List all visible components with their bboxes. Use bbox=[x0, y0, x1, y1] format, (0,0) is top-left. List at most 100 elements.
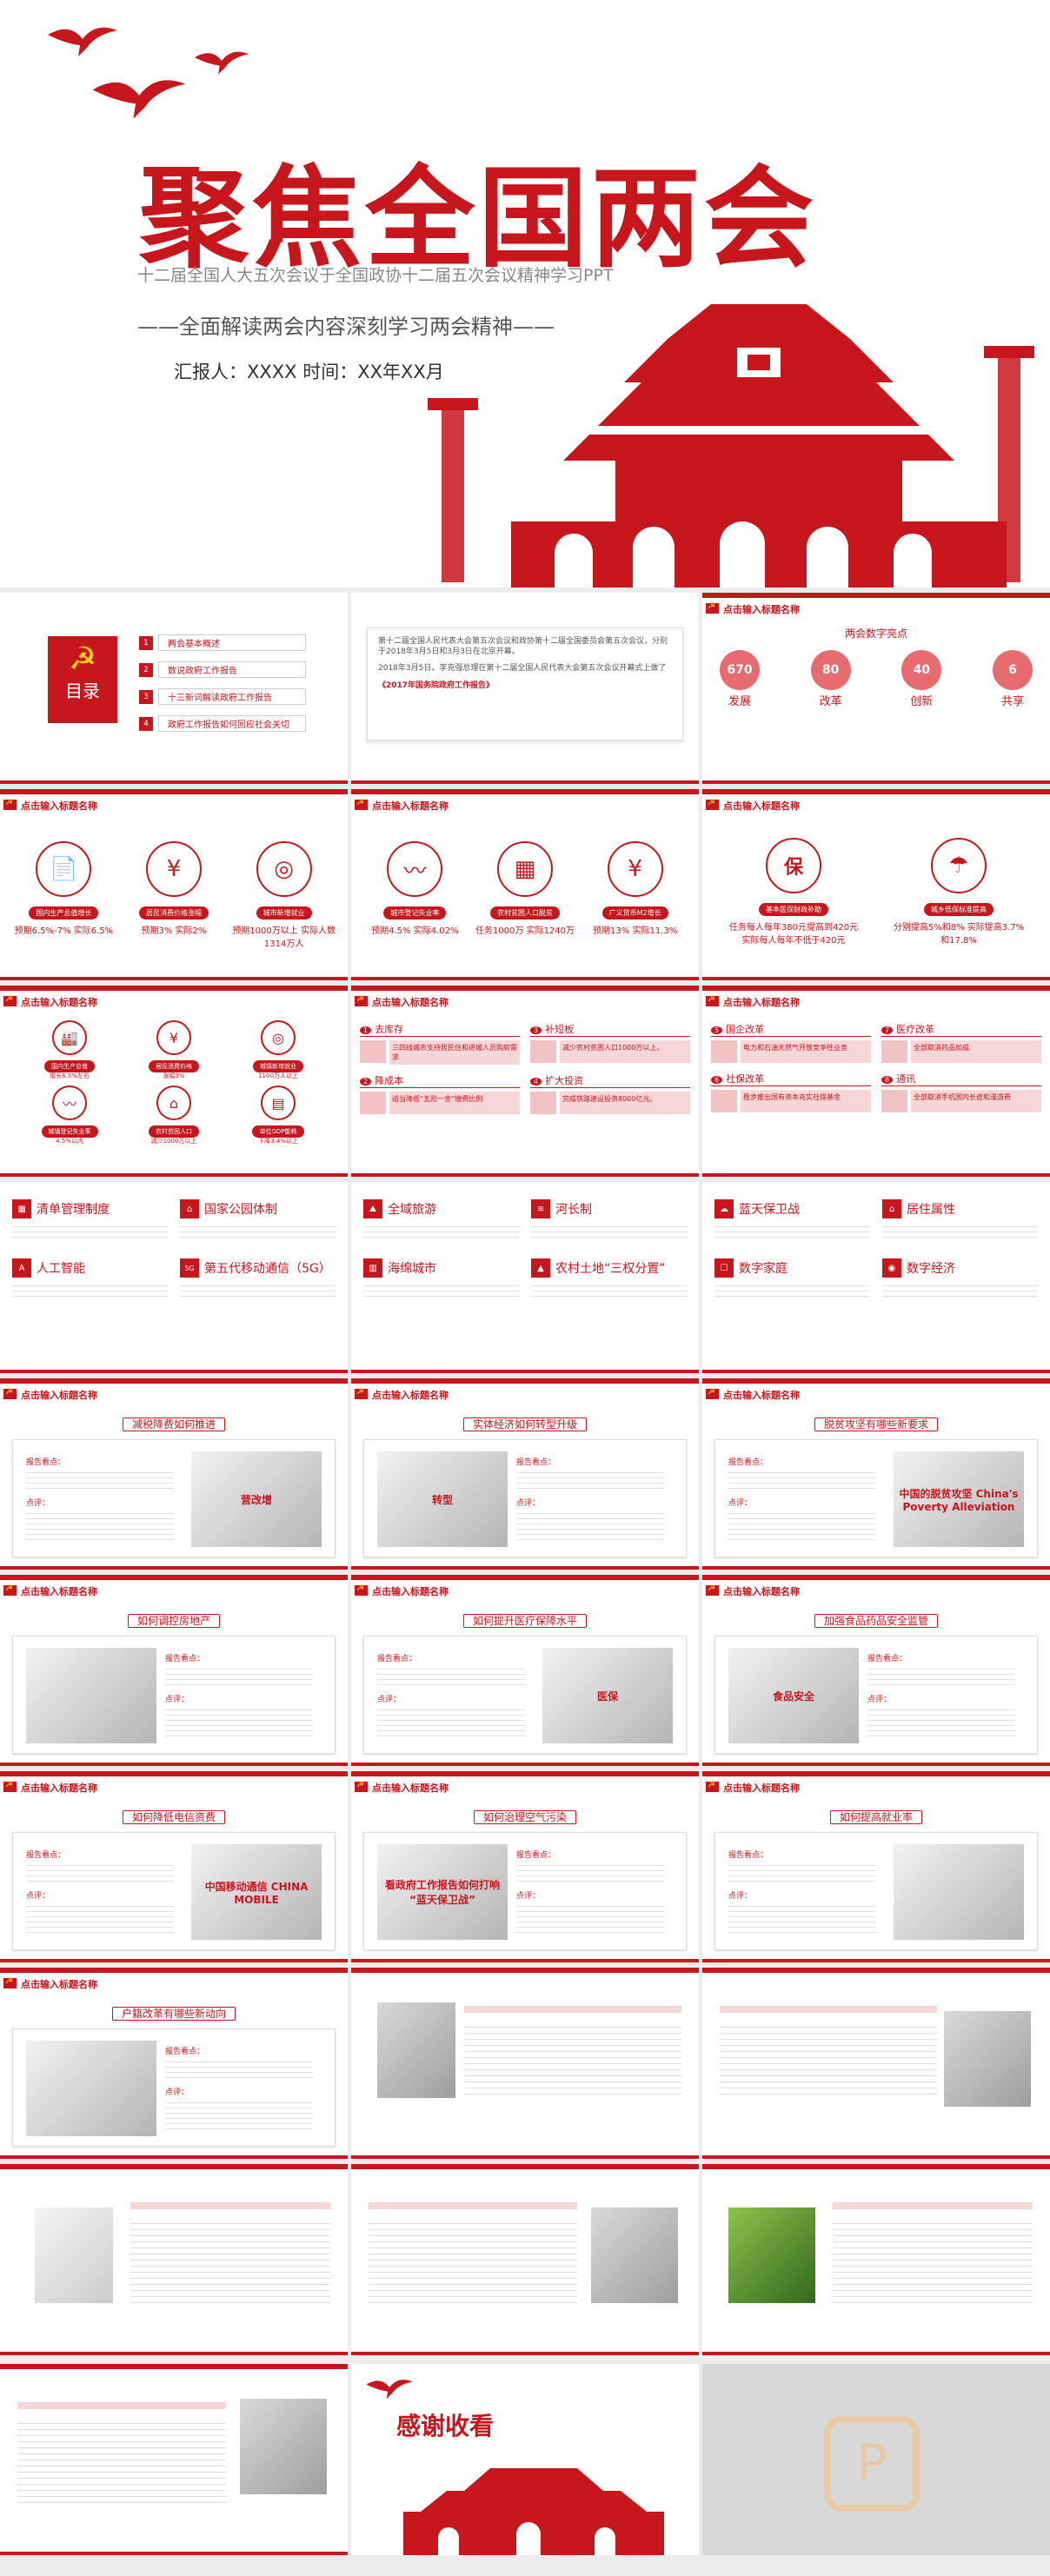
flag-icon bbox=[706, 1780, 719, 1792]
toc-item-text: 两会基本概述 bbox=[158, 634, 306, 651]
task-text: 全部取消药品加成 bbox=[911, 1040, 1041, 1063]
task-text: 适当降低“五险一金”缴费比例 bbox=[389, 1092, 520, 1114]
task-title: 降成本 bbox=[375, 1075, 404, 1086]
pulse-icon: 〰 bbox=[52, 1086, 87, 1121]
toc-item[interactable]: 1 两会基本概述 bbox=[139, 634, 306, 651]
term-grid: ⛰ 全域旅游 ≋ 河长制 ▥ 海绵城市 ▲ 农村土地“三权分置” bbox=[363, 1199, 687, 1300]
topic-card bbox=[12, 1636, 336, 1754]
topic-point-label: 报告看点： bbox=[26, 1851, 66, 1860]
stat-pill: 国内生产总值增长 bbox=[29, 906, 99, 920]
topic-point-label: 报告看点： bbox=[728, 1851, 768, 1860]
slide-footer-bar bbox=[702, 1566, 1050, 1570]
task-number: 7 bbox=[881, 1026, 894, 1034]
slide-article[interactable] bbox=[0, 2364, 348, 2555]
stat-item: 〰城市登记失业率 预期4.5% 实际4.02% bbox=[362, 841, 467, 936]
toc-item[interactable]: 2 数说政府工作报告 bbox=[139, 661, 306, 678]
task-item: 1 去库存 三四线城市支持居民住和进城人员购房需求 bbox=[360, 1022, 520, 1065]
slide-top-bar bbox=[351, 1771, 699, 1776]
term-item: ⌂ 居住属性 bbox=[882, 1199, 1038, 1241]
slide-article[interactable] bbox=[702, 1968, 1050, 2159]
slide-terms-a[interactable]: ▦ 清单管理制度 ⌂ 国家公园体制 A 人工智能 5G 第五代移动通信（5G） bbox=[0, 1182, 348, 1373]
target-icon: ◎ bbox=[256, 841, 312, 897]
flag-icon bbox=[355, 1780, 368, 1792]
topic-comment-label: 点评： bbox=[26, 1892, 50, 1901]
slide-terms-b[interactable]: ⛰ 全域旅游 ≋ 河长制 ▥ 海绵城市 ▲ 农村土地“三权分置” bbox=[351, 1182, 699, 1373]
toc-item[interactable]: 3 十三新词解读政府工作报告 bbox=[139, 688, 306, 705]
slide-article[interactable] bbox=[0, 2164, 348, 2355]
slide-header: 点击输入标题名称 bbox=[351, 1387, 699, 1406]
topic-comment-label: 点评： bbox=[728, 1892, 753, 1901]
task-number: 1 bbox=[360, 1026, 372, 1034]
task-item: 6 社保改革 稳步推出国有资本充实社保基金 bbox=[711, 1072, 871, 1112]
slide-intro[interactable]: 第十二届全国人民代表大会第五次会议和政协第十二届全国委员会第五次会议，分别于20… bbox=[351, 593, 699, 784]
flag-icon bbox=[355, 798, 368, 810]
slide-footer-bar bbox=[351, 1370, 699, 1373]
task-item: 5 国企改革 电力和石油天然气开放竞争性业务 bbox=[711, 1022, 871, 1063]
slide-closing[interactable]: 感谢收看 bbox=[351, 2364, 699, 2555]
slide-article[interactable] bbox=[351, 1968, 699, 2159]
keyword-item: 40 创新 bbox=[901, 650, 942, 708]
topic-comment-label: 点评： bbox=[516, 1892, 541, 1901]
slide-top-bar bbox=[702, 2164, 1050, 2169]
slide-footer-bar bbox=[0, 1173, 348, 1177]
slide-header-text: 点击输入标题名称 bbox=[723, 997, 800, 1008]
slide-footer-bar bbox=[0, 1566, 348, 1570]
term-description bbox=[882, 1281, 1038, 1300]
keyword-label: 共享 bbox=[1000, 695, 1024, 708]
slide-header: 点击输入标题名称 bbox=[0, 1387, 348, 1406]
cover-reporter-line: 汇报人：XXXX 时间：XX年XX月 bbox=[174, 362, 444, 382]
topic-text: 报告看点： 点评： bbox=[165, 1648, 313, 1740]
slide-toc[interactable]: ☭ 目录 1 两会基本概述 2 数说政府工作报告 3 十三新词解读政府工作报告 4 政府… bbox=[0, 593, 348, 784]
term-description bbox=[882, 1222, 1038, 1241]
topic-image: 食品安全 bbox=[728, 1648, 859, 1743]
topic-title-wrap: 如何提升医疗保障水平 bbox=[351, 1613, 699, 1628]
slide-header-text: 点击输入标题名称 bbox=[723, 1390, 800, 1401]
5g-icon: 5G bbox=[180, 1258, 199, 1278]
topic-comment-body bbox=[516, 1509, 664, 1544]
task-text: 完成铁路建设投资8000亿元。 bbox=[560, 1092, 690, 1114]
task-number: 8 bbox=[881, 1076, 894, 1084]
toc-item-number: 4 bbox=[139, 716, 153, 731]
slide-top-bar bbox=[351, 986, 699, 991]
slide-article[interactable] bbox=[702, 2164, 1050, 2355]
slide-footer-bar bbox=[351, 2352, 699, 2355]
dove-icon bbox=[48, 27, 117, 57]
topic-title-wrap: 减税降费如何推进 bbox=[0, 1417, 348, 1431]
task-text: 减少农村贫困人口1000万以上。 bbox=[560, 1040, 690, 1063]
slide-top-bar bbox=[0, 986, 348, 991]
article-photo bbox=[240, 2399, 327, 2494]
term-title: 国家公园体制 bbox=[204, 1203, 277, 1217]
term-description bbox=[714, 1222, 870, 1241]
task-title: 去库存 bbox=[375, 1024, 404, 1035]
topic-comment-label: 点评： bbox=[165, 2088, 189, 2097]
toc-item[interactable]: 4 政府工作报告如何回应社会关切 bbox=[139, 715, 306, 732]
topic-title-wrap: 如何调控房地产 bbox=[0, 1613, 348, 1628]
cover-title: 聚焦全国两会 bbox=[139, 155, 817, 282]
house-icon: ⌂ bbox=[156, 1086, 191, 1121]
target-icon: ◎ bbox=[261, 1020, 296, 1055]
land-icon: ▲ bbox=[531, 1258, 550, 1278]
slide-keywords[interactable]: 点击输入标题名称 两会数字亮点 670 发展 80 改革 40 创新 6 共享 bbox=[702, 593, 1050, 784]
cover-slide[interactable]: 聚焦全国两会 十二届全国人大五次会议于全国政协十二届五次会议精神学习PPT ——… bbox=[0, 0, 1050, 588]
slide-terms-c[interactable]: ☁ 蓝天保卫战 ⌂ 居住属性 ☐ 数字家庭 ◉ 数字经济 bbox=[702, 1182, 1050, 1373]
stat-value: 增长6.5%左右 bbox=[50, 1072, 90, 1079]
stat-item: ☂ 城乡低保标准提高 分别提高5%和8% 实际提高3.7%和17.8% bbox=[889, 838, 1028, 946]
slide-article[interactable] bbox=[351, 2164, 699, 2355]
topic-text: 报告看点： 点评： bbox=[26, 1451, 174, 1544]
